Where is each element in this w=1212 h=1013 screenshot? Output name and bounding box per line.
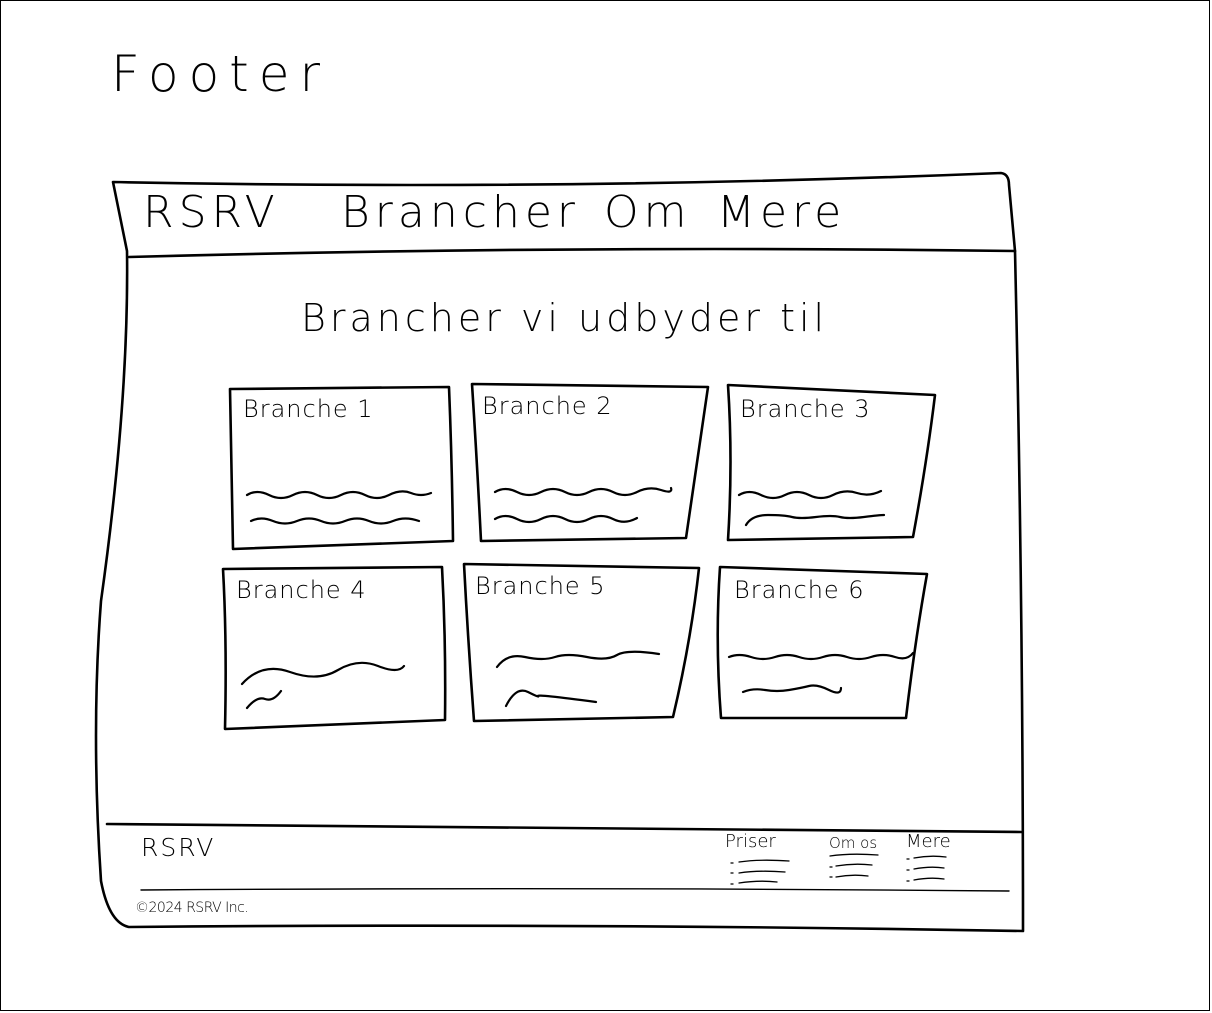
sheet-title: Footer <box>111 45 331 103</box>
card-3-outline <box>726 383 937 542</box>
card-4-squiggle <box>245 689 283 710</box>
footer-link-placeholders <box>730 853 947 885</box>
card-1-title[interactable]: Branche 1 <box>243 395 374 423</box>
nav-item-brancher[interactable]: Brancher <box>341 187 580 238</box>
card-3-squiggle <box>737 489 883 500</box>
card-2-outline <box>470 382 710 543</box>
card-5-squiggle <box>495 650 661 669</box>
footer-column-om-os[interactable]: Om os <box>829 834 878 852</box>
footer-priser-links <box>730 859 790 885</box>
footer-copyright: ©2024 RSRV Inc. <box>135 900 249 916</box>
card-squiggles <box>240 486 915 710</box>
card-3-title[interactable]: Branche 3 <box>740 395 871 423</box>
card-6-squiggle <box>741 684 843 694</box>
footer-column-mere[interactable]: Mere <box>906 831 951 852</box>
card-5-outline <box>462 562 701 723</box>
card-4-squiggle <box>240 661 406 686</box>
browser-frame-outline <box>94 171 1025 933</box>
card-1-outline <box>228 385 455 551</box>
card-1-squiggle <box>249 517 421 525</box>
nav-item-om[interactable]: Om <box>604 187 692 238</box>
footer-bottom-rule <box>140 888 1010 892</box>
card-2-squiggle <box>493 514 639 524</box>
card-2-title[interactable]: Branche 2 <box>482 392 613 420</box>
nav-item-mere[interactable]: Mere <box>717 187 847 238</box>
footer-logo[interactable]: RSRV <box>141 833 216 862</box>
card-4-title[interactable]: Branche 4 <box>236 576 367 604</box>
card-2-squiggle <box>493 486 673 497</box>
card-5-squiggle <box>504 689 598 708</box>
footer-omos-links <box>829 853 879 878</box>
footer-mere-links <box>906 855 947 882</box>
card-1-squiggle <box>245 490 433 500</box>
footer-column-priser[interactable]: Priser <box>725 831 776 852</box>
card-6-title[interactable]: Branche 6 <box>734 576 865 604</box>
card-4-outline <box>221 565 447 731</box>
card-5-title[interactable]: Branche 5 <box>475 572 606 600</box>
card-3-squiggle <box>744 513 886 527</box>
nav-logo[interactable]: RSRV <box>143 187 280 238</box>
card-6-outline <box>716 565 929 720</box>
footer-divider <box>105 822 1023 834</box>
card-6-squiggle <box>727 651 915 661</box>
header-divider <box>127 247 1017 259</box>
section-heading: Brancher vi udbyder til <box>301 296 829 340</box>
